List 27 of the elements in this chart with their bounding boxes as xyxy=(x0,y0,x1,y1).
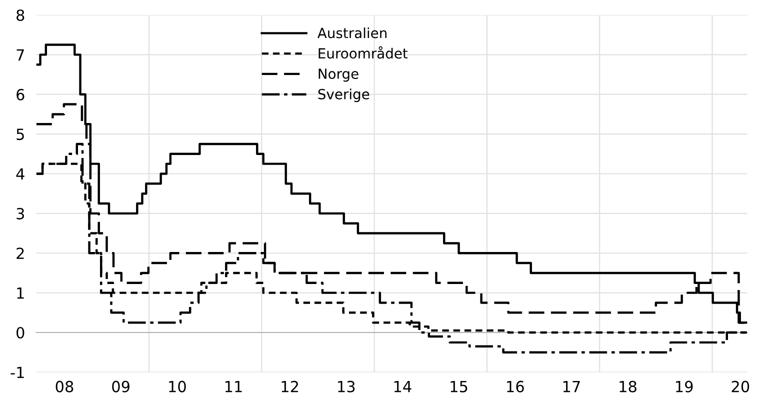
y-tick-label: 0 xyxy=(16,326,24,339)
y-tick-label: -1 xyxy=(10,366,24,378)
x-tick-label: 12 xyxy=(282,380,298,392)
y-tick-label: 2 xyxy=(16,248,24,259)
y-tick-label: 4 xyxy=(16,168,24,180)
x-tick-label: 18 xyxy=(620,380,636,392)
x-tick-label: 15 xyxy=(450,381,468,392)
y-tick-label: 3 xyxy=(16,208,24,220)
x-tick-label: 10 xyxy=(169,380,186,392)
x-tick-label: 11 xyxy=(225,381,242,392)
legend-label: Norge xyxy=(318,68,358,82)
x-tick-label: 08 xyxy=(56,380,74,392)
y-tick-label: 1 xyxy=(17,287,24,299)
y-tick-label: 6 xyxy=(16,88,24,100)
x-tick-label: 14 xyxy=(394,381,412,392)
legend-label: Sverige xyxy=(318,88,370,102)
y-tick-label: 5 xyxy=(16,128,24,140)
y-tick-label: 8 xyxy=(16,9,24,22)
x-tick-label: 09 xyxy=(112,380,130,392)
x-tick-label: 17 xyxy=(563,381,580,392)
x-tick-label: 16 xyxy=(507,380,524,392)
x-tick-label: 20 xyxy=(732,380,750,392)
y-tick-label: 7 xyxy=(16,49,24,60)
x-tick-label: 13 xyxy=(338,380,355,392)
x-tick-label: 19 xyxy=(676,380,693,392)
legend-label: Australien xyxy=(318,27,386,38)
legend-label: Euroområdet xyxy=(318,46,408,59)
